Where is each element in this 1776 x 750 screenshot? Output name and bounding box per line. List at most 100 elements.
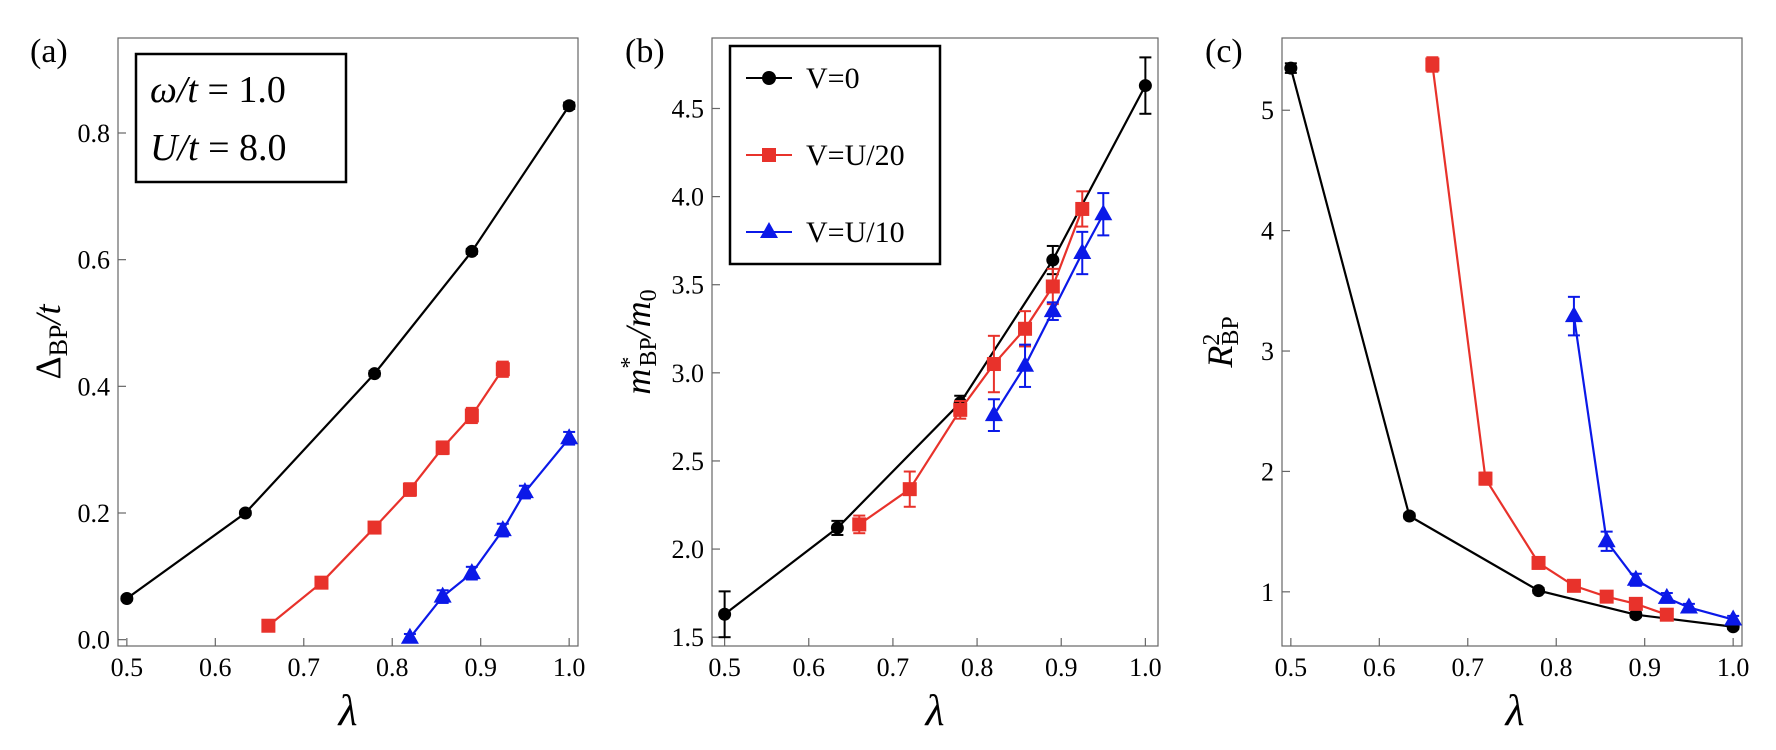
panel-a-y-axis-label: ΔBP/t (28, 304, 73, 380)
series-line-v-u10 (409, 437, 571, 639)
panel-c-x-tick-label: 0.6 (1363, 653, 1396, 682)
data-point-v0 (718, 607, 732, 621)
panel-a-x-tick-label: 0.9 (464, 653, 497, 682)
data-point-v-u10 (984, 405, 1003, 422)
legend-marker-v0 (762, 71, 776, 85)
data-point-v-u20 (1045, 279, 1060, 294)
data-point-v-u20 (495, 362, 510, 377)
data-point-v-u10 (1073, 243, 1092, 260)
panel-a-x-tick-label: 1.0 (553, 653, 586, 682)
panel-a-y-tick-label: 0.4 (78, 372, 111, 401)
panel-c-series-v-u20 (1425, 56, 1674, 622)
panel-c-series-v-u10 (1564, 295, 1743, 626)
panel-c-y-axis-label: R2BP (1199, 316, 1244, 368)
panel-c-y-tick-label: 4 (1261, 217, 1274, 246)
data-point-v-u10 (462, 563, 481, 580)
data-point-v0 (1284, 61, 1298, 75)
panel-a-x-axis-label: λ (336, 686, 357, 735)
data-point-v-u20 (314, 575, 329, 590)
data-point-v-u20 (986, 357, 1001, 372)
data-point-v0 (238, 506, 252, 520)
panel-b-x-tick-label: 0.9 (1045, 653, 1078, 682)
data-point-v-u10 (560, 428, 579, 445)
panel-a-param-omega: ω/t = 1.0 (150, 69, 286, 111)
panel-c-x-tick-label: 0.5 (1275, 653, 1308, 682)
legend-entry-v0: V=0 (746, 62, 860, 95)
panel-a-y-tick-label: 0.0 (78, 626, 111, 655)
panel-c-x-axis-label: λ (1503, 686, 1524, 735)
series-line-v-u10 (1572, 315, 1734, 621)
data-point-v-u10 (1016, 355, 1035, 372)
data-point-v-u20 (1018, 321, 1033, 336)
legend-marker-v-u10 (760, 222, 778, 238)
panel-a-label: (a) (30, 33, 68, 70)
panel-b-y-tick-label: 2.5 (672, 447, 705, 476)
panel-b-y-axis-label: m*BP/m0 (617, 289, 662, 394)
data-point-v-u10 (1564, 306, 1583, 323)
panel-a: 0.5 0.6 0.7 0.8 0.9 1.00.00.20.40.60.8 (a) λ … (28, 33, 585, 735)
series-line-v-u20 (1431, 64, 1668, 616)
legend-marker-v-u20 (762, 148, 776, 162)
panel-a-x-tick-label: 0.7 (288, 653, 321, 682)
panel-b-x-axis-label: λ (923, 686, 944, 735)
panel-c-series-v0 (1284, 61, 1740, 634)
data-point-v-u10 (1679, 597, 1698, 614)
data-point-v-u20 (1478, 471, 1493, 486)
legend-entry-v-u20: V=U/20 (746, 139, 905, 172)
data-point-v-u10 (1597, 531, 1616, 548)
panel-b-y-tick-label: 4.5 (672, 94, 705, 123)
panel-b-x-tick-label: 1.0 (1129, 653, 1162, 682)
panel-b-y-tick-label: 4.0 (672, 183, 705, 212)
panel-a-param-u: U/t = 8.0 (150, 127, 287, 169)
panel-b-x-tick-label: 0.8 (961, 653, 994, 682)
panel-c-y-tick-label: 2 (1261, 457, 1274, 486)
panel-a-param-box-frame (134, 52, 348, 184)
panel-c-plot-frame (1281, 37, 1743, 647)
panel-a-x-tick-label: 0.8 (376, 653, 409, 682)
data-point-v0 (562, 99, 576, 113)
data-point-v0 (1629, 608, 1643, 622)
panel-b-series-v-u10 (984, 192, 1113, 432)
data-point-v0 (1138, 79, 1152, 93)
panel-b-ylabel-main: m (618, 369, 658, 395)
panel-b-legend: V=0 V=U/20 V=U/10 (728, 44, 942, 266)
panel-b-x-tick-label: 0.6 (793, 653, 826, 682)
data-point-v-u20 (1425, 57, 1440, 72)
panel-b-ylabel-tail-sub: 0 (636, 289, 662, 301)
data-point-v-u10 (515, 482, 534, 499)
data-point-v-u20 (1659, 607, 1674, 622)
panel-b-ylabel-sub: BP (636, 337, 662, 366)
panel-c-y-tick-label: 1 (1261, 578, 1274, 607)
panel-a-x-tick-label: 0.5 (111, 653, 144, 682)
series-line-v0 (1289, 67, 1734, 628)
data-point-v-u10 (1657, 587, 1676, 604)
data-point-v-u20 (261, 618, 276, 633)
legend-label-v0: V=0 (806, 62, 860, 95)
panel-c-label: (c) (1205, 33, 1243, 70)
data-point-v-u20 (953, 402, 968, 417)
data-point-v0 (465, 244, 479, 258)
legend-label-v-u20: V=U/20 (806, 139, 905, 172)
data-point-v0 (368, 367, 382, 381)
panel-c-x-tick-label: 0.8 (1540, 653, 1573, 682)
panel-c-ylabel-sup: 2 (1199, 334, 1225, 346)
panel-c-x-tick-label: 0.7 (1452, 653, 1485, 682)
panel-a-ylabel-main: Δ (28, 356, 68, 379)
data-point-v-u10 (1043, 301, 1062, 318)
panel-b-ylabel-tail: /m (618, 301, 658, 339)
data-point-v-u20 (1628, 596, 1643, 611)
panel-a-param-box: ω/t = 1.0 U/t = 8.0 (134, 52, 348, 184)
panel-c-ylabel-sub: BP (1218, 316, 1244, 345)
legend-label-v-u10: V=U/10 (806, 216, 905, 249)
panel-a-ylabel-sub: BP (44, 325, 73, 357)
panel-a-y-tick-label: 0.6 (78, 246, 111, 275)
panel-c-ylabel-main: R (1200, 346, 1240, 369)
data-point-v-u20 (1075, 201, 1090, 216)
data-point-v0 (1046, 253, 1060, 267)
data-point-v-u10 (400, 627, 419, 644)
panel-a-x-tick-label: 0.6 (199, 653, 232, 682)
panel-b-ylabel-sup: * (617, 357, 643, 369)
panel-a-y-tick-label: 0.2 (78, 499, 111, 528)
